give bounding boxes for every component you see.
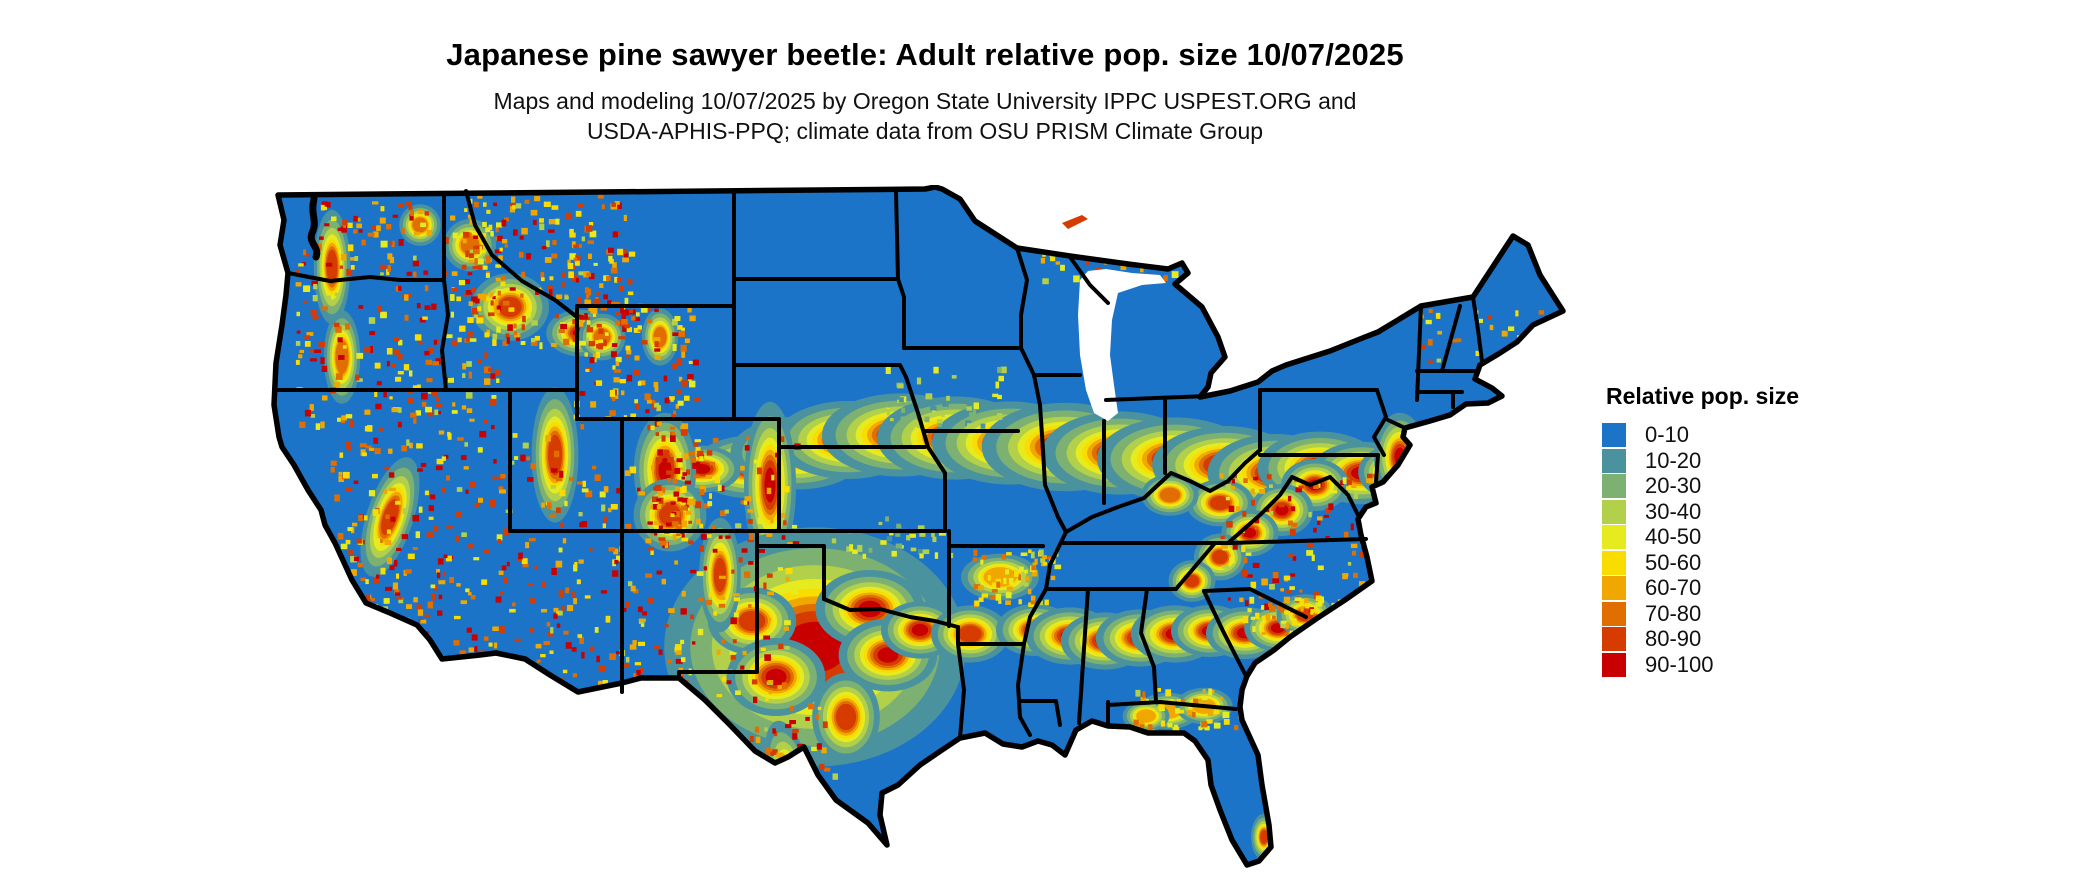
puget-sound-inlet [307, 195, 321, 261]
legend-row: 0-10 [1602, 422, 1799, 447]
legend-swatch [1602, 448, 1626, 473]
legend-row: 30-40 [1602, 498, 1799, 524]
us-outline [271, 185, 1566, 868]
legend-label: 50-60 [1645, 549, 1702, 575]
isle-royale-island [1062, 215, 1088, 229]
legend-label: 30-40 [1645, 498, 1702, 524]
legend-label: 10-20 [1645, 447, 1702, 473]
legend-swatch [1602, 525, 1626, 549]
legend-row: 40-50 [1602, 524, 1799, 549]
subtitle-line-1: Maps and modeling 10/07/2025 by Oregon S… [493, 88, 1357, 114]
legend-row: 10-20 [1602, 447, 1799, 473]
legend-row: 60-70 [1602, 575, 1799, 600]
legend-label: 60-70 [1645, 575, 1702, 600]
legend-label: 40-50 [1645, 524, 1702, 549]
legend-swatch [1602, 474, 1626, 498]
heatmap-blobs [313, 204, 1426, 861]
legend-swatch [1602, 423, 1626, 447]
legend-label: 90-100 [1645, 651, 1714, 677]
legend-row: 20-30 [1602, 473, 1799, 498]
legend-swatch [1602, 652, 1626, 677]
subtitle-line-2: USDA-APHIS-PPQ; climate data from OSU PR… [586, 118, 1264, 144]
legend-row: 80-90 [1602, 626, 1799, 651]
legend-title: Relative pop. size [1606, 383, 1800, 409]
legend-swatch [1602, 576, 1626, 600]
state-borders [275, 189, 1484, 740]
legend-rows: 0-10 10-20 20-30 30-40 40-50 50-60 60-70 70-80 8… [1602, 422, 1799, 677]
legend-row: 70-80 [1602, 600, 1799, 626]
legend-swatch [1602, 550, 1626, 575]
map-title: Japanese pine sawyer beetle: Adult relat… [446, 36, 1404, 72]
legend-swatch [1602, 499, 1626, 524]
legend-row: 90-100 [1602, 651, 1799, 677]
legend-swatch [1602, 601, 1626, 626]
legend-label: 20-30 [1645, 473, 1702, 498]
map-subtitle: Maps and modeling 10/07/2025 by Oregon S… [270, 86, 1580, 146]
us-heat-map [270, 185, 1580, 892]
legend-row: 50-60 [1602, 549, 1799, 575]
lake-michigan [1078, 269, 1166, 421]
ocean-mask [270, 185, 1580, 892]
legend-label: 0-10 [1645, 422, 1690, 447]
legend-swatch [1602, 627, 1626, 651]
map-legend: Relative pop. size 0-10 10-20 20-30 30-40 40… [1602, 383, 1799, 678]
legend-label: 80-90 [1645, 626, 1702, 651]
legend-label: 70-80 [1645, 600, 1702, 626]
